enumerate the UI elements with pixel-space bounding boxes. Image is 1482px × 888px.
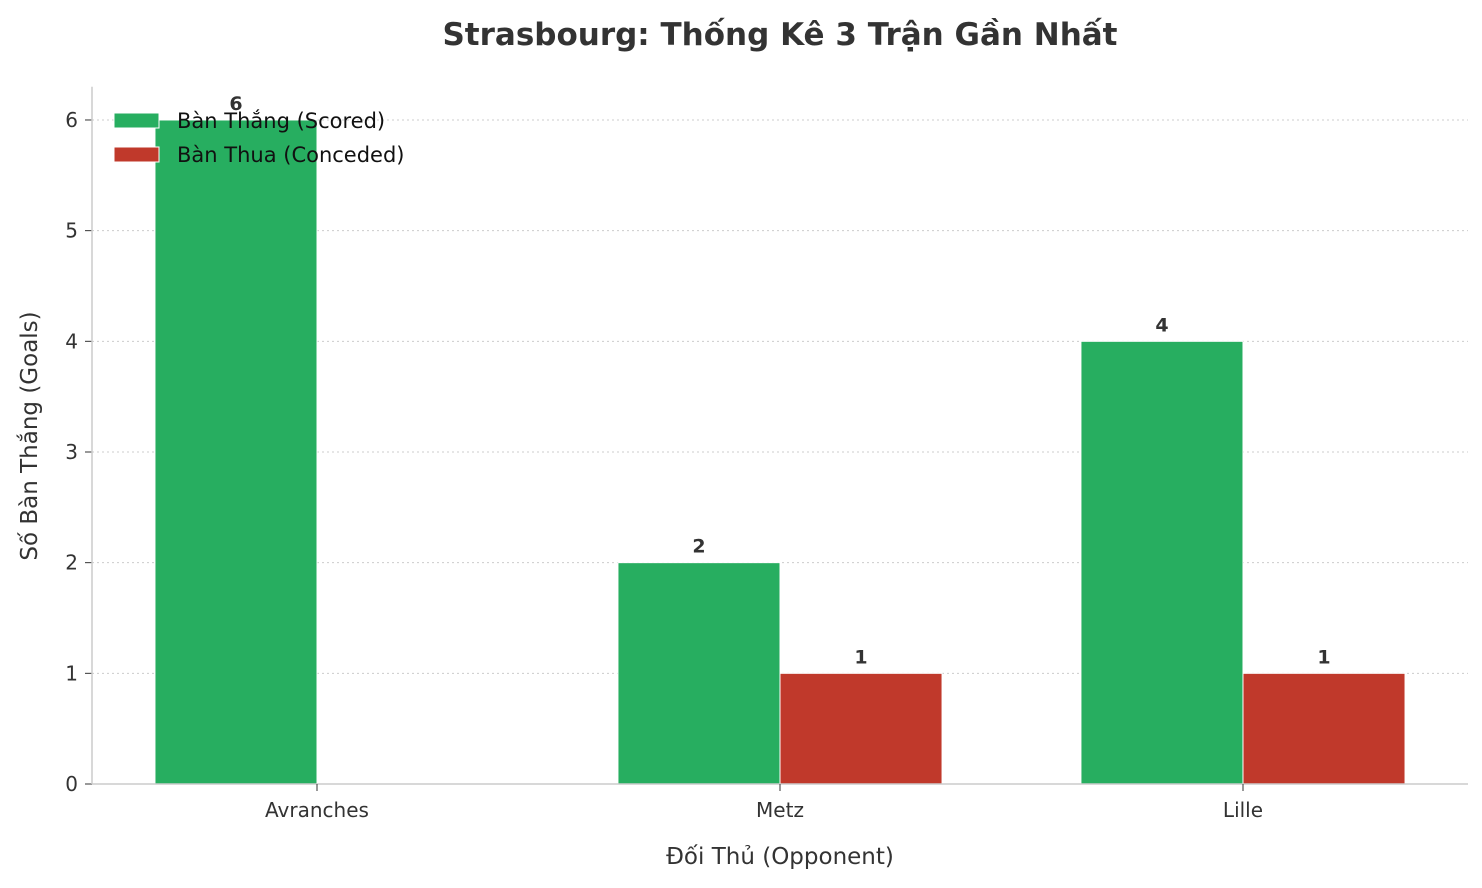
x-axis-label: Đối Thủ (Opponent) [666,844,894,870]
bar [1242,672,1406,785]
bar [617,562,781,785]
bar [1080,340,1244,785]
legend-swatch [113,112,160,129]
y-tick-label: 5 [65,219,78,243]
legend: Bàn Thắng (Scored) Bàn Thua (Conceded) [113,109,405,167]
bar [779,672,943,785]
data-label: 4 [1155,314,1168,336]
x-tick-label: Lille [1223,798,1263,822]
y-tick-label: 6 [65,108,78,132]
bar [154,119,318,785]
y-tick-label: 2 [65,551,78,575]
data-label: 6 [229,93,242,115]
x-tick-label: Metz [756,798,804,822]
data-label: 2 [692,536,705,558]
x-tick-label: Avranches [265,798,369,822]
data-label: 1 [1317,646,1330,668]
legend-label: Bàn Thắng (Scored) [177,109,385,133]
y-tick-label: 1 [65,661,78,685]
y-axis-label: Số Bàn Thắng (Goals) [16,311,43,560]
data-label: 1 [854,646,867,668]
y-tick-label: 3 [65,440,78,464]
y-tick-label: 4 [65,329,78,353]
legend-label: Bàn Thua (Conceded) [177,143,405,167]
chart-title: Strasbourg: Thống Kê 3 Trận Gần Nhất [442,17,1117,53]
y-tick-label: 0 [65,772,78,796]
legend-swatch [113,146,160,163]
